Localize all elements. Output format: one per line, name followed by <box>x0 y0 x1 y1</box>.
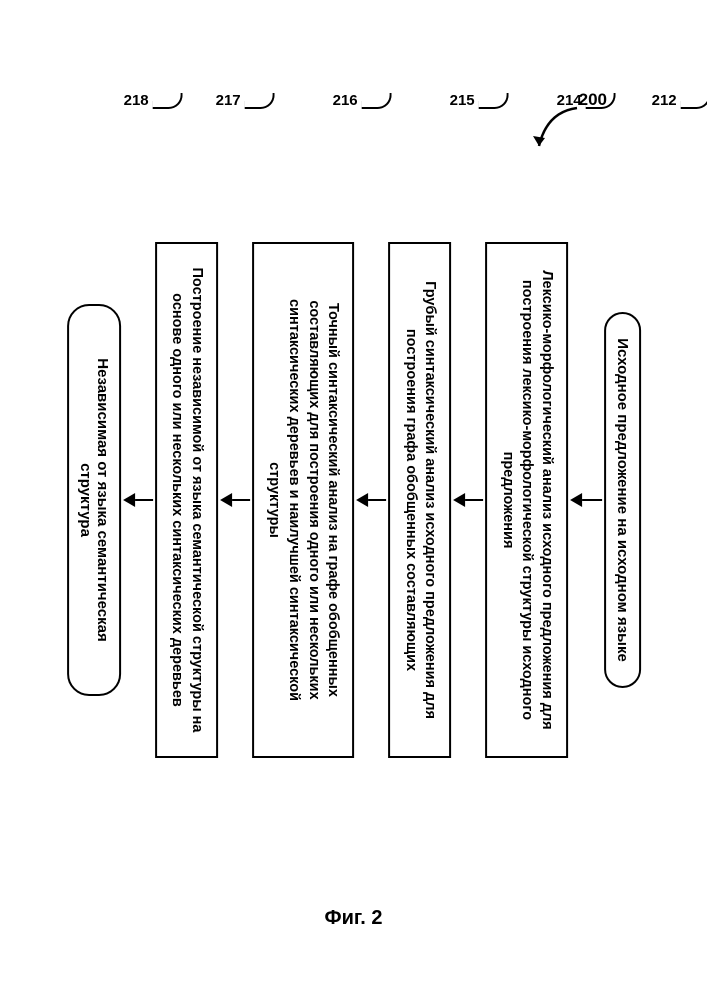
node-214-wrap: 214 Лексико-морфологический анализ исход… <box>485 120 568 880</box>
arrow-5 <box>122 493 152 507</box>
ref-215: 215 <box>449 92 508 109</box>
ref-200-arrow <box>527 102 587 162</box>
node-212-wrap: 212 Исходное предложение на исходном язы… <box>604 120 641 880</box>
ref-218: 218 <box>123 92 182 109</box>
node-218-wrap: 218 Независимая от языка семантическая с… <box>66 120 120 880</box>
arrow-1 <box>570 493 602 507</box>
terminal-start: Исходное предложение на исходном языке <box>604 312 641 688</box>
process-216: Точный синтаксический анализ на графе об… <box>252 242 354 758</box>
arrow-2 <box>453 493 483 507</box>
process-215: Грубый синтаксический анализ исходного п… <box>388 242 451 758</box>
process-217: Построение независимой от языка семантич… <box>154 242 217 758</box>
ref-216: 216 <box>332 92 391 109</box>
ref-217: 217 <box>215 92 274 109</box>
process-214: Лексико-морфологический анализ исходного… <box>485 242 568 758</box>
node-217-wrap: 217 Построение независимой от языка сема… <box>154 120 217 880</box>
node-215-wrap: 215 Грубый синтаксический анализ исходно… <box>388 120 451 880</box>
terminal-end: Независимая от языка семантическая струк… <box>66 304 120 696</box>
figure-caption: Фиг. 2 <box>0 907 707 930</box>
arrow-3 <box>356 493 386 507</box>
ref-212: 212 <box>652 92 707 109</box>
flowchart: 212 Исходное предложение на исходном язы… <box>66 120 640 880</box>
node-216-wrap: 216 Точный синтаксический анализ на граф… <box>252 120 354 880</box>
arrow-4 <box>220 493 250 507</box>
